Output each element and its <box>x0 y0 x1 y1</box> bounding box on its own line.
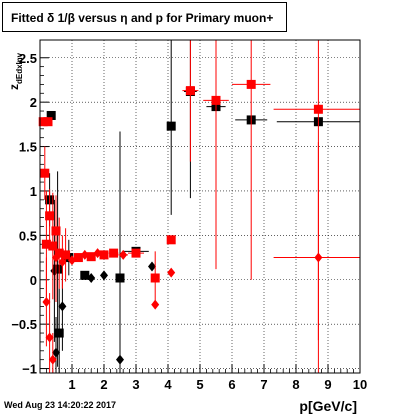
x-tick-label: 8 <box>292 377 299 392</box>
data-point-square <box>86 252 96 262</box>
data-point-square <box>185 86 195 96</box>
data-point-diamond <box>48 354 57 365</box>
x-tick-label: 9 <box>324 377 331 392</box>
x-tick-label: 2 <box>100 377 107 392</box>
chart-title-box: Fitted δ 1/β versus η and p for Primary … <box>2 2 287 32</box>
data-point-square <box>313 104 323 114</box>
y-tick-label: 1.5 <box>19 140 37 155</box>
plot-frame <box>39 39 361 374</box>
y-axis-label: zdEdxInv <box>7 52 24 90</box>
timestamp-footer: Wed Aug 23 14:20:22 2017 <box>4 400 117 410</box>
y-axis-label-subscript: dEdxInv <box>15 52 24 84</box>
data-point-square <box>40 168 50 178</box>
data-point-square <box>38 117 48 127</box>
data-marks <box>38 40 360 373</box>
data-point-square <box>41 239 51 249</box>
y-tick-label: 0 <box>30 273 37 288</box>
data-point-square <box>45 211 55 221</box>
x-axis-label: p[GeV/c] <box>299 398 357 414</box>
data-point-square <box>80 270 90 280</box>
data-point-square <box>166 121 176 131</box>
data-point-diamond <box>87 272 96 283</box>
data-point-diamond <box>151 299 160 310</box>
y-tick-label: 1 <box>30 184 37 199</box>
data-point-diamond <box>58 301 67 312</box>
y-axis-label-main: z <box>7 84 21 90</box>
x-tick-label: 7 <box>260 377 267 392</box>
data-point-square <box>246 79 256 89</box>
x-tick-label: 3 <box>132 377 139 392</box>
data-point-diamond <box>100 270 108 281</box>
data-point-square <box>61 250 71 260</box>
y-axis-ticks: −1 −0.5 0 0.5 1 1.5 2 2.5 <box>11 51 49 377</box>
data-point-diamond <box>116 354 124 365</box>
data-point-diamond <box>45 332 54 343</box>
data-point-square <box>46 110 56 120</box>
y-tick-label: 2 <box>30 95 37 110</box>
data-point-square <box>166 235 176 245</box>
x-tick-label: 4 <box>164 377 172 392</box>
data-point-square <box>99 250 109 260</box>
data-point-diamond <box>148 261 156 272</box>
data-point-square <box>53 264 63 274</box>
x-tick-label: 1 <box>68 377 75 392</box>
chart-title: Fitted δ 1/β versus η and p for Primary … <box>11 11 274 25</box>
x-axis-ticks: 1 2 3 4 5 6 7 8 9 10 <box>46 364 367 392</box>
data-point-square <box>115 273 125 283</box>
data-point-square <box>211 95 221 105</box>
data-point-diamond <box>119 249 128 260</box>
grid-lines <box>40 40 361 373</box>
y-tick-label: 0.5 <box>19 228 37 243</box>
data-point-square <box>48 241 58 251</box>
data-point-square <box>51 226 61 236</box>
data-point-diamond <box>58 257 67 267</box>
data-point-diamond <box>167 267 176 278</box>
data-point-square <box>73 253 83 263</box>
y-tick-label: −0.5 <box>11 317 37 332</box>
data-point-diamond <box>42 296 51 307</box>
data-point-diamond <box>52 347 60 358</box>
y-tick-label: −1 <box>22 362 37 377</box>
data-point-square <box>109 248 119 258</box>
y-tick-label: 2.5 <box>19 51 37 66</box>
x-tick-label: 5 <box>196 377 203 392</box>
x-tick-label: 6 <box>228 377 235 392</box>
data-point-square <box>150 273 160 283</box>
data-point-diamond <box>314 252 323 263</box>
data-point-square <box>54 328 64 338</box>
data-point-square <box>131 248 141 258</box>
x-tick-label: 10 <box>353 377 367 392</box>
data-point-square <box>43 117 53 127</box>
data-point-square <box>54 248 64 258</box>
